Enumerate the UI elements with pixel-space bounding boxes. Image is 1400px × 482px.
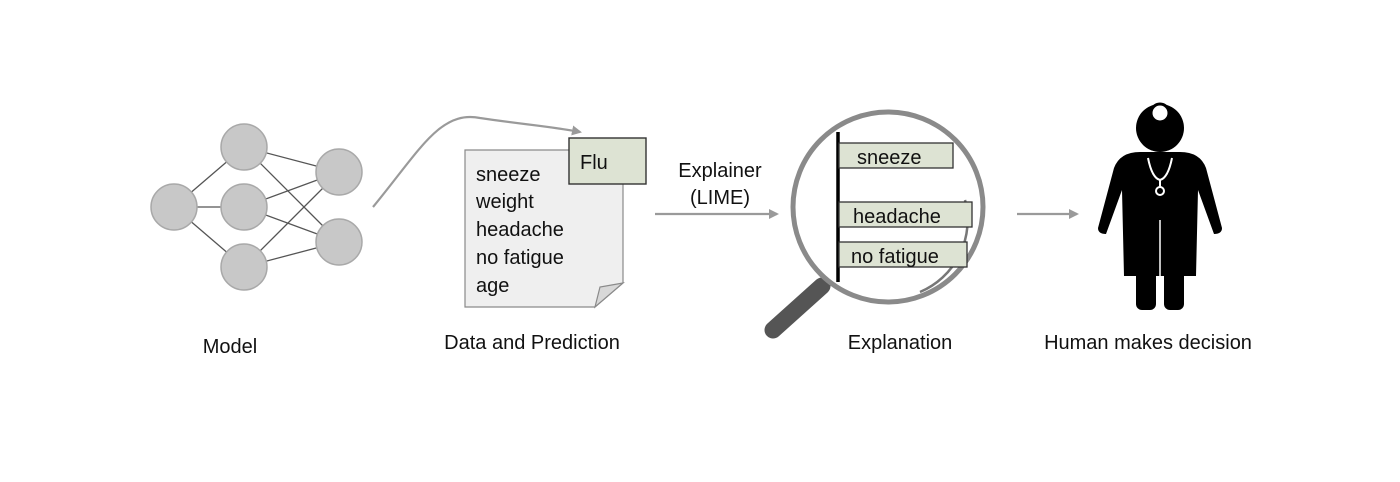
feature-item: headache (476, 219, 564, 241)
explanation-bar-label: headache (853, 206, 941, 228)
network-nodes (150, 123, 363, 291)
feature-item: no fatigue (476, 247, 564, 269)
document-icon (464, 137, 647, 309)
curved-arrow (372, 115, 582, 208)
doctor-icon (1098, 102, 1222, 310)
feature-item: sneeze (476, 164, 541, 186)
explainer-method-label: (LIME) (690, 187, 750, 209)
prediction-label: Flu (580, 152, 608, 174)
explanation-bar (838, 201, 973, 228)
doctor-leg (1164, 262, 1184, 310)
explainer-label: Explainer (678, 160, 762, 182)
feature-item: weight (475, 191, 534, 213)
hidden-node (220, 183, 268, 231)
output-node (315, 148, 363, 196)
feature-list: sneeze weight headache no fatigue age (475, 164, 564, 297)
prediction-box (568, 137, 647, 185)
human-caption: Human makes decision (1044, 332, 1252, 354)
explanation-caption: Explanation (848, 332, 953, 354)
feature-item: age (476, 275, 509, 297)
head-mirror (1149, 102, 1171, 124)
hidden-node (220, 243, 268, 291)
neural-network-icon (150, 123, 363, 291)
doctor-head (1136, 104, 1184, 152)
stethoscope-chestpiece (1155, 186, 1165, 196)
explanation-bar (838, 241, 968, 268)
magnifier-handle (764, 277, 831, 339)
explanation-bar-label: no fatigue (851, 246, 939, 268)
doctor-leg (1136, 262, 1156, 310)
data-caption: Data and Prediction (444, 332, 620, 354)
output-node (315, 218, 363, 266)
input-node (150, 183, 198, 231)
magnifier-icon (764, 109, 986, 339)
model-caption: Model (203, 336, 257, 358)
explanation-bar (838, 142, 954, 169)
hidden-node (220, 123, 268, 171)
doctor-coat (1098, 152, 1222, 276)
document-fold (593, 282, 626, 309)
explanation-bar-label: sneeze (857, 147, 922, 169)
